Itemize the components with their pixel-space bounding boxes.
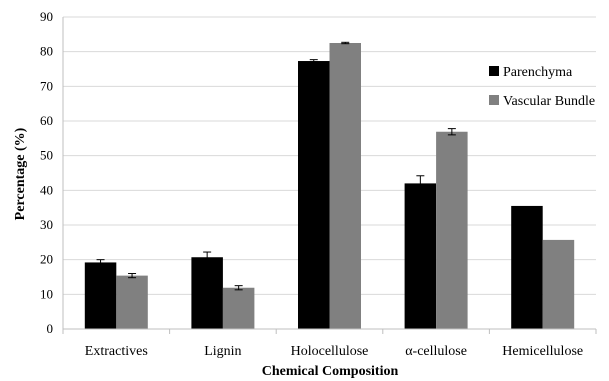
y-tick-label: 10	[40, 286, 53, 301]
bar-parenchyma	[84, 262, 117, 329]
x-category-label: Holocellulose	[291, 344, 369, 359]
y-tick-label: 60	[40, 113, 53, 128]
legend-label: Parenchyma	[503, 65, 573, 80]
y-tick-label: 30	[40, 217, 53, 232]
y-tick-label: 20	[40, 252, 53, 267]
x-category-label: Extractives	[85, 344, 148, 359]
y-tick-label: 50	[40, 148, 53, 163]
bar-vascular-bundle	[542, 239, 575, 329]
axes	[62, 17, 597, 334]
y-tick-label: 70	[40, 78, 53, 93]
x-category-label: α-cellulose	[405, 344, 467, 359]
legend-swatch	[489, 95, 499, 105]
x-category-label: Lignin	[204, 344, 241, 359]
bar-vascular-bundle	[329, 43, 361, 329]
bars	[84, 43, 575, 329]
legend-label: Vascular Bundle	[503, 94, 595, 109]
y-tick-label: 80	[40, 44, 53, 59]
bar-vascular-bundle	[436, 131, 468, 329]
bar-parenchyma	[298, 61, 330, 329]
bar-parenchyma	[511, 205, 543, 329]
y-tick-label: 90	[40, 9, 53, 24]
legend: Parenchyma Vascular Bundle	[489, 65, 595, 109]
bar-parenchyma	[191, 257, 223, 329]
error-bars	[96, 41, 456, 291]
x-category-label: Hemicellulose	[502, 344, 583, 359]
y-tick-label: 40	[40, 182, 53, 197]
legend-swatch	[489, 66, 499, 76]
x-category-labels: Extractives Lignin Holocellulose α-cellulos…	[85, 344, 583, 359]
y-tick-labels: 0 10 20 30 40 50 60 70 80 90	[40, 9, 53, 336]
y-tick-label: 0	[47, 321, 54, 336]
y-axis-title: Percentage (%)	[13, 127, 28, 220]
bar-vascular-bundle	[222, 287, 255, 329]
x-axis-title: Chemical Composition	[262, 364, 399, 379]
bar-parenchyma	[404, 183, 437, 329]
bar-vascular-bundle	[116, 275, 148, 329]
